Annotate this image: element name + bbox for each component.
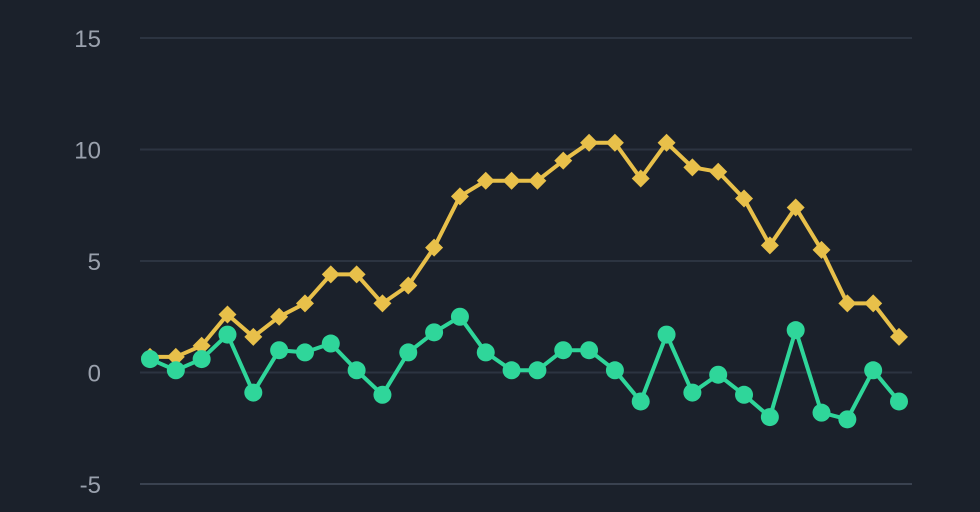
data-point-circle [166,361,185,380]
data-point-diamond [399,276,418,295]
data-point-circle [528,361,547,380]
y-tick-label: 5 [88,249,101,276]
data-point-diamond [476,171,495,190]
data-point-circle [709,365,728,384]
data-point-diamond [760,236,779,255]
data-point-circle [192,350,211,369]
data-point-diamond [735,189,754,208]
data-point-circle [141,350,159,369]
series-diamond [141,133,908,366]
data-point-diamond [864,294,883,313]
data-point-circle [890,392,908,411]
data-point-circle [554,341,573,360]
data-point-diamond [838,294,857,313]
data-point-diamond [502,171,521,190]
data-point-diamond [192,336,211,355]
series-line [148,140,901,359]
series-circle [141,307,908,429]
data-point-diamond [295,294,314,313]
data-point-circle [399,343,418,362]
data-point-circle [502,361,521,380]
data-point-diamond [631,169,650,188]
data-point-circle [347,361,366,380]
data-point-diamond [580,133,599,152]
data-point-circle [218,325,237,344]
data-point-circle [295,343,314,362]
data-point-diamond [657,133,676,152]
data-point-diamond [709,162,728,181]
data-point-diamond [812,240,831,259]
data-point-diamond [373,294,392,313]
data-point-diamond [244,327,263,346]
data-point-diamond [270,307,289,326]
y-tick-label: -5 [80,472,101,499]
data-point-diamond [450,187,469,206]
data-point-circle [786,321,805,340]
data-point-diamond [605,133,624,152]
data-point-circle [425,323,444,342]
data-point-circle [657,325,676,344]
data-point-diamond [321,265,340,284]
data-point-circle [476,343,495,362]
data-point-circle [735,385,754,404]
data-point-circle [373,385,392,404]
gridlines [140,37,912,485]
data-point-diamond [166,347,185,366]
data-point-circle [270,341,289,360]
data-point-circle [683,383,702,402]
data-point-diamond [347,265,366,284]
data-point-diamond [554,151,573,170]
data-point-diamond [425,238,444,257]
data-point-circle [605,361,624,380]
data-point-diamond [528,171,547,190]
data-point-circle [631,392,650,411]
data-point-diamond [890,327,908,346]
series-layer [141,133,908,429]
data-point-diamond [218,305,237,324]
data-point-circle [580,341,599,360]
data-point-circle [321,334,340,353]
data-point-circle [760,408,779,427]
data-point-diamond [786,198,805,217]
y-axis-ticks: 15 10 5 0 -5 [74,26,101,499]
y-tick-label: 10 [74,138,101,165]
y-tick-label: 0 [88,361,101,388]
data-point-circle [838,410,857,429]
data-point-circle [864,361,883,380]
data-point-circle [244,383,263,402]
data-point-diamond [683,158,702,177]
y-tick-label: 15 [74,26,101,53]
data-point-circle [450,307,469,326]
data-point-circle [812,403,831,422]
